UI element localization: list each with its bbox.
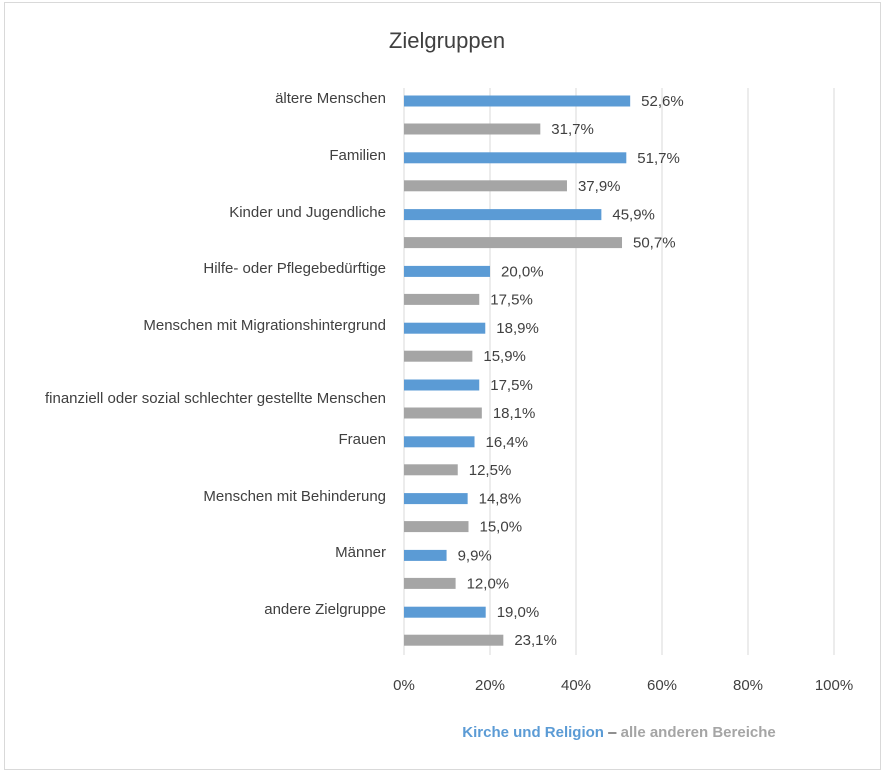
bar [404, 577, 456, 589]
legend-entry: alle anderen Bereiche [620, 724, 776, 741]
bar [404, 606, 486, 618]
bar [404, 464, 458, 476]
value-label: 12,0% [467, 575, 510, 592]
legend-entry: Kirche und Religion [462, 724, 604, 741]
category-label: Familien [329, 146, 386, 164]
x-tick-label: 60% [647, 677, 677, 694]
category-label: Kinder und Jugendliche [229, 203, 386, 221]
category-label: andere Zielgruppe [264, 601, 386, 619]
value-label: 18,9% [496, 320, 539, 337]
bar [404, 180, 567, 192]
value-label: 50,7% [633, 235, 676, 252]
bar [404, 407, 482, 419]
value-label: 31,7% [551, 121, 594, 138]
value-label: 14,8% [479, 491, 522, 508]
category-label: Menschen mit Migrationshintergrund [143, 317, 386, 335]
legend-separator: – [608, 724, 617, 741]
value-label: 15,9% [483, 348, 526, 365]
bar [404, 152, 627, 164]
category-label: Menschen mit Behinderung [203, 487, 386, 505]
value-label: 37,9% [578, 178, 621, 195]
bar [404, 549, 447, 561]
value-label: 52,6% [641, 93, 684, 110]
value-label: 15,0% [480, 519, 523, 536]
value-label: 17,5% [490, 377, 533, 394]
legend: Kirche und Religion – alle anderen Berei… [404, 724, 834, 741]
value-label: 23,1% [514, 632, 557, 649]
value-label: 17,5% [490, 291, 533, 308]
chart-border [4, 2, 881, 770]
x-tick-label: 0% [393, 677, 415, 694]
x-tick-label: 100% [815, 677, 853, 694]
chart-title: Zielgruppen [389, 28, 505, 53]
bar [404, 350, 473, 362]
value-label: 12,5% [469, 462, 512, 479]
value-label: 45,9% [612, 207, 655, 224]
bar [404, 209, 602, 221]
bar [404, 436, 475, 448]
bar [404, 237, 623, 249]
bar [404, 379, 480, 391]
x-tick-label: 80% [733, 677, 763, 694]
bar [404, 493, 468, 505]
bar [404, 293, 480, 305]
x-tick-label: 20% [475, 677, 505, 694]
bar [404, 123, 541, 135]
x-tick-label: 40% [561, 677, 591, 694]
value-label: 51,7% [637, 150, 680, 167]
bar [404, 95, 631, 107]
category-label: ältere Menschen [275, 90, 386, 107]
bar [404, 322, 486, 334]
bar [404, 634, 504, 646]
category-label: Hilfe- oder Pflegebedürftige [203, 260, 386, 278]
value-label: 19,0% [497, 604, 540, 621]
bar [404, 265, 490, 277]
value-label: 20,0% [501, 263, 544, 280]
value-label: 18,1% [493, 405, 536, 422]
value-label: 16,4% [486, 434, 529, 451]
category-label: finanziell oder sozial schlechter gestel… [44, 389, 386, 407]
bar [404, 521, 469, 533]
category-label: Männer [335, 544, 386, 562]
value-label: 9,9% [458, 547, 492, 564]
category-label: Frauen [338, 430, 386, 448]
